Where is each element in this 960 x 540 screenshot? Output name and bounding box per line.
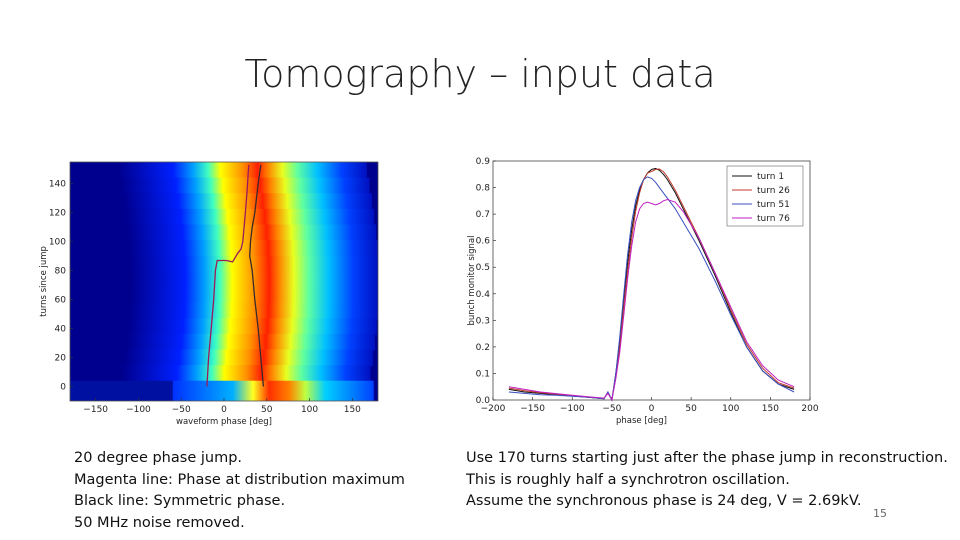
line-ytick-label: 0.2 — [476, 343, 490, 353]
heatmap-band — [172, 380, 374, 401]
line-xtick-label: −50 — [602, 404, 621, 414]
left-notes: 20 degree phase jump. Magenta line: Phas… — [74, 448, 405, 534]
right-note-line: This is roughly half a synchrotron oscil… — [466, 471, 790, 488]
line-xtick-label: 50 — [685, 404, 697, 414]
line-ytick-label: 0.9 — [476, 157, 491, 167]
right-note-line: Assume the synchronous phase is 24 deg, … — [466, 493, 862, 509]
heatmap-ylabel: turns since jump — [39, 246, 49, 317]
heatmap-ytick-label: 40 — [55, 325, 67, 335]
heatmap-band — [126, 208, 375, 226]
heatmap-xtick-label: −150 — [83, 405, 108, 415]
heatmap-band — [126, 333, 376, 351]
heatmap-xtick-label: −100 — [126, 405, 151, 415]
heatmap-ytick-label: 100 — [49, 238, 66, 248]
legend-label: turn 1 — [757, 172, 784, 182]
line-xtick-label: 200 — [801, 404, 818, 414]
heatmap-xlabel: waveform phase [deg] — [176, 417, 272, 427]
heatmap-ytick-label: 120 — [49, 209, 66, 219]
heatmap-band — [118, 162, 367, 179]
heatmap-xtick-label: 100 — [301, 405, 318, 415]
heatmap-xtick-label: 150 — [344, 405, 361, 415]
heatmap-ytick-label: 140 — [49, 180, 66, 190]
line-ylabel: bunch monitor signal — [467, 235, 477, 325]
heatmap-xtick-label: 50 — [261, 405, 273, 415]
line-ytick-label: 0.7 — [476, 210, 490, 220]
line-xtick-label: −100 — [560, 404, 585, 414]
slide-title: Tomography – input data — [244, 52, 716, 96]
heatmap-xtick-label: −50 — [172, 405, 191, 415]
heatmap-overlay-line — [249, 164, 265, 387]
heatmap-ytick-label: 60 — [55, 296, 67, 306]
heatmap-ytick-label: 0 — [60, 383, 66, 393]
line-xtick-label: 150 — [762, 404, 779, 414]
left-note-line: 20 degree phase jump. — [74, 450, 243, 466]
line-xlabel: phase [deg] — [616, 416, 667, 426]
line-ytick-label: 0.1 — [476, 369, 490, 379]
line-xtick-label: 100 — [722, 404, 739, 414]
line-ytick-label: 0.4 — [476, 290, 491, 300]
line-ytick-label: 0.0 — [476, 396, 491, 406]
heatmap-overlay-line — [206, 164, 250, 387]
line-ytick-label: 0.6 — [476, 237, 491, 247]
line-xtick-label: −200 — [481, 404, 506, 414]
heatmap-xtick-label: 0 — [221, 405, 227, 415]
line-series-turn-51 — [508, 176, 795, 402]
right-note-line: Use 170 turns starting just after the ph… — [466, 450, 948, 466]
right-notes: Use 170 turns starting just after the ph… — [466, 448, 948, 513]
heatmap-band — [129, 240, 378, 257]
line-series-turn-76 — [508, 198, 795, 402]
heatmap-ytick-label: 80 — [55, 267, 67, 277]
line-ytick-label: 0.8 — [476, 184, 491, 194]
heatmap-band — [130, 255, 378, 273]
legend-label: turn 76 — [757, 214, 790, 224]
heatmap-band — [70, 380, 173, 401]
heatmap-ytick-label: 20 — [55, 354, 67, 364]
heatmap-band — [129, 302, 378, 320]
page-number: 15 — [873, 507, 887, 520]
line-ytick-label: 0.3 — [476, 316, 490, 326]
heatmap-band — [128, 318, 377, 335]
legend-label: turn 51 — [757, 200, 790, 210]
heatmap-band — [124, 349, 373, 367]
heatmap-band — [121, 177, 370, 195]
line-xtick-label: −150 — [520, 404, 545, 414]
legend-label: turn 26 — [757, 186, 790, 196]
heatmap-band — [122, 365, 371, 382]
left-note-line: Black line: Symmetric phase. — [74, 493, 286, 509]
left-note-line: Magenta line: Phase at distribution maxi… — [74, 471, 405, 488]
heatmap-band — [123, 193, 372, 210]
left-note-line: 50 MHz noise removed. — [74, 514, 245, 531]
heatmap-band — [130, 271, 378, 288]
line-ytick-label: 0.5 — [476, 263, 490, 273]
line-xtick-label: 0 — [649, 404, 655, 414]
